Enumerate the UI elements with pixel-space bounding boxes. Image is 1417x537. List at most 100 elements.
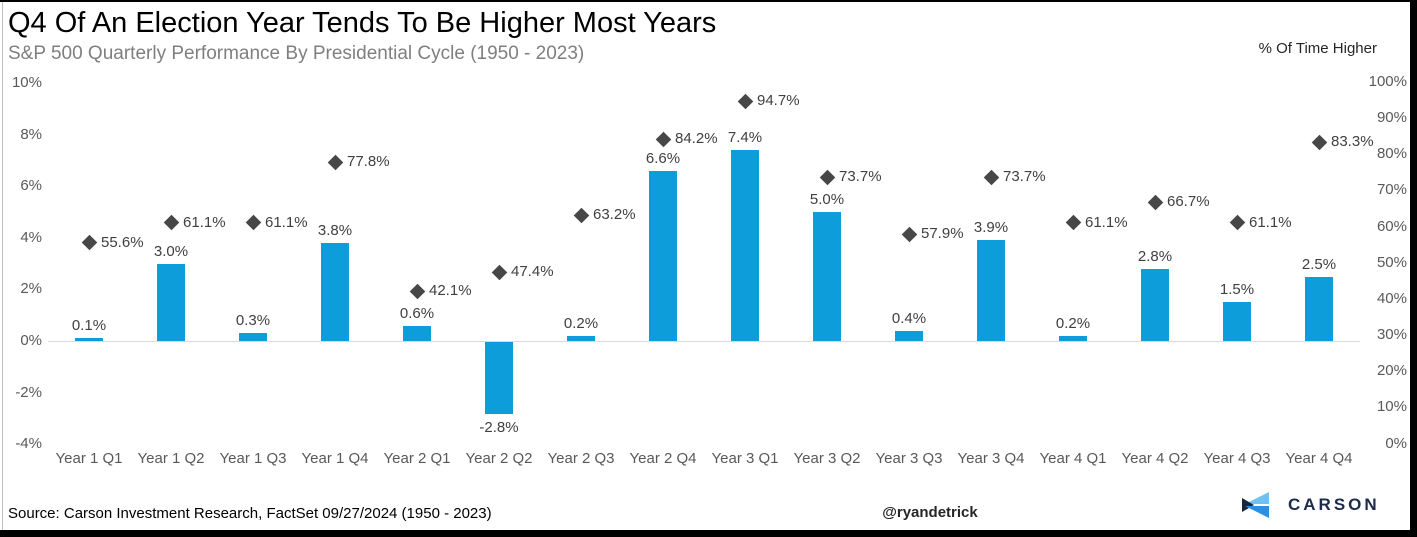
carson-logo-icon: [1242, 492, 1269, 518]
x-axis-category-label: Year 2 Q4: [629, 450, 697, 467]
diamond-value-label: 61.1%: [1085, 213, 1128, 231]
bar-value-label: 2.8%: [1137, 247, 1173, 265]
bar: [157, 263, 185, 341]
x-axis-category-label: Year 1 Q1: [55, 450, 123, 467]
diamond-value-label: 77.8%: [347, 153, 390, 171]
diamond-marker: [409, 283, 425, 300]
source-note: Source: Carson Investment Research, Fact…: [8, 505, 492, 522]
bar: [75, 338, 103, 341]
frame-border-right: [1410, 0, 1417, 537]
x-axis-category-label: Year 2 Q3: [547, 450, 615, 467]
chart-title: Q4 Of An Election Year Tends To Be Highe…: [8, 7, 717, 39]
bar-value-label: 1.5%: [1219, 281, 1255, 299]
bar-value-label: 6.6%: [645, 149, 681, 167]
bar-value-label: 3.0%: [153, 242, 189, 260]
x-axis-category-label: Year 3 Q1: [711, 450, 779, 467]
frame-border-bottom: [0, 530, 1417, 537]
diamond-marker: [81, 234, 97, 251]
right-axis-tick-label: 60%: [1376, 217, 1407, 235]
x-axis-category-label: Year 2 Q2: [465, 450, 533, 467]
diamond-marker: [573, 207, 589, 223]
bar-value-label: 0.3%: [235, 312, 271, 330]
x-axis-category-label: Year 4 Q4: [1285, 450, 1353, 467]
x-axis-category-label: Year 3 Q2: [793, 450, 861, 467]
bar: [731, 150, 759, 341]
bar: [813, 212, 841, 341]
bar-value-label: 7.4%: [727, 129, 763, 147]
x-axis-category-label: Year 1 Q2: [137, 450, 205, 467]
bar-value-label: 5.0%: [809, 191, 845, 209]
right-axis-tick-label: 50%: [1376, 253, 1407, 271]
chart-subtitle: S&P 500 Quarterly Performance By Preside…: [8, 43, 585, 64]
frame-border-left: [2, 2, 3, 530]
diamond-value-label: 55.6%: [101, 233, 144, 251]
diamond-marker: [1147, 194, 1163, 211]
diamond-value-label: 73.7%: [1003, 168, 1046, 186]
diamond-marker: [491, 264, 507, 280]
left-axis-tick-label: 2%: [20, 280, 42, 298]
x-axis-category-label: Year 3 Q4: [957, 450, 1025, 467]
diamond-value-label: 42.1%: [429, 282, 472, 300]
diamond-marker: [1065, 214, 1081, 231]
diamond-value-label: 63.2%: [593, 206, 636, 224]
right-axis-tick-label: 70%: [1376, 181, 1407, 199]
diamond-marker: [737, 93, 753, 109]
x-axis-category-label: Year 1 Q3: [219, 450, 287, 467]
left-axis-tick-label: 0%: [20, 332, 42, 349]
right-axis-title: % Of Time Higher: [1258, 40, 1377, 57]
diamond-value-label: 83.3%: [1331, 133, 1374, 151]
right-axis-tick-label: 20%: [1376, 362, 1407, 380]
left-axis-tick-label: 4%: [20, 228, 42, 246]
diamond-value-label: 73.7%: [839, 168, 882, 186]
bar: [567, 335, 595, 341]
bar-value-label: 0.2%: [1055, 314, 1091, 332]
right-axis-tick-label: 40%: [1376, 289, 1407, 307]
x-axis-category-label: Year 3 Q3: [875, 450, 943, 467]
right-axis-tick-label: 80%: [1376, 145, 1407, 163]
bar: [1223, 302, 1251, 341]
diamond-value-label: 61.1%: [1249, 213, 1292, 231]
bar: [649, 170, 677, 341]
bar-value-label: 2.5%: [1301, 255, 1337, 273]
left-axis-tick-label: -2%: [15, 383, 42, 401]
diamond-marker: [327, 154, 343, 171]
diamond-value-label: 94.7%: [757, 92, 800, 110]
bar: [485, 342, 513, 415]
right-axis-tick-label: 90%: [1376, 109, 1407, 127]
x-axis-category-label: Year 4 Q2: [1121, 450, 1189, 467]
bar: [403, 325, 431, 341]
right-axis-tick-label: 10%: [1376, 398, 1407, 416]
bar-value-label: -2.8%: [479, 419, 519, 437]
bar-value-label: 3.9%: [973, 219, 1009, 237]
bar-value-label: 3.8%: [317, 221, 353, 239]
bar-value-label: 0.4%: [891, 309, 927, 327]
diamond-marker: [1311, 134, 1327, 151]
bar: [1305, 276, 1333, 341]
diamond-marker: [983, 169, 999, 185]
bar-value-label: 0.6%: [399, 304, 435, 322]
x-axis-line: [48, 341, 1360, 342]
right-axis-tick-label: 100%: [1368, 73, 1407, 90]
left-axis-tick-label: 8%: [20, 125, 42, 143]
bar: [895, 330, 923, 341]
right-axis-tick-label: 30%: [1376, 326, 1407, 344]
carson-logo: CARSON: [1241, 489, 1411, 523]
right-axis-tick-label: 0%: [1385, 434, 1407, 452]
frame-border-top: [0, 0, 1417, 2]
diamond-marker: [163, 214, 179, 231]
bar: [239, 333, 267, 341]
bar-value-label: 0.1%: [71, 317, 107, 335]
bar: [1141, 268, 1169, 341]
diamond-marker: [819, 169, 835, 185]
diamond-value-label: 61.1%: [183, 213, 226, 231]
diamond-marker: [245, 214, 261, 231]
diamond-marker: [901, 226, 917, 242]
diamond-value-label: 47.4%: [511, 263, 554, 281]
x-axis-category-label: Year 1 Q4: [301, 450, 369, 467]
x-axis-category-label: Year 2 Q1: [383, 450, 451, 467]
diamond-value-label: 66.7%: [1167, 193, 1210, 211]
left-axis-tick-label: 10%: [11, 74, 42, 92]
diamond-marker: [1229, 214, 1245, 231]
bar: [321, 242, 349, 341]
